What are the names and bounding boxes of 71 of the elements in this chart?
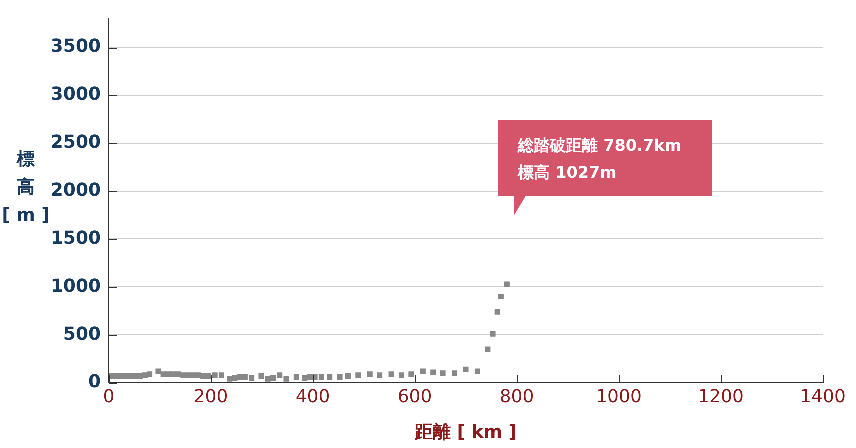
point <box>176 372 182 378</box>
point <box>265 376 271 382</box>
y-tick-label: 1000 <box>50 276 101 297</box>
y-axis-title: 標高 [ m ] <box>2 148 50 228</box>
point <box>490 331 496 337</box>
annotation: 標高 1027m <box>518 162 618 184</box>
point <box>463 366 469 372</box>
point <box>337 374 343 380</box>
point <box>137 374 143 380</box>
x-tick-label: 800 <box>500 386 534 408</box>
x-tick-label: 1200 <box>698 386 744 408</box>
point <box>284 376 290 382</box>
point <box>367 372 373 378</box>
y-tick-label: 1500 <box>50 228 101 249</box>
point <box>227 376 233 382</box>
y-tick-label: 0 <box>88 372 101 393</box>
point <box>277 372 283 378</box>
annotation: 総踏破距離 780.7km <box>518 135 682 157</box>
y-tick-label: 2000 <box>50 180 101 201</box>
point <box>485 346 491 352</box>
point <box>237 374 243 380</box>
point <box>132 374 138 380</box>
point <box>195 372 202 378</box>
point <box>180 372 186 378</box>
point <box>242 374 248 380</box>
point <box>218 372 224 378</box>
y-tick-label: 3500 <box>50 36 101 58</box>
point <box>440 370 446 376</box>
point <box>345 374 351 380</box>
point <box>494 309 500 315</box>
point <box>206 374 212 380</box>
point <box>170 372 176 378</box>
point <box>452 370 458 376</box>
point <box>212 372 218 378</box>
point <box>302 375 308 381</box>
x-tick-label: 600 <box>398 386 432 408</box>
y-tick-label: 500 <box>63 324 101 345</box>
point <box>474 368 480 374</box>
point <box>190 372 196 378</box>
x-tick-label: 1000 <box>596 386 642 408</box>
point <box>327 374 333 380</box>
y-tick-label: 2500 <box>50 132 101 154</box>
point <box>307 374 313 380</box>
point <box>127 374 133 380</box>
point <box>388 372 394 378</box>
point <box>498 294 504 300</box>
point <box>270 375 276 381</box>
point <box>258 374 264 380</box>
x-axis-title: 距離 [ km ] <box>414 422 517 443</box>
point <box>147 372 153 378</box>
point <box>408 372 414 378</box>
point <box>318 374 324 380</box>
point <box>377 372 383 378</box>
point <box>430 370 436 376</box>
point <box>156 368 162 374</box>
point <box>200 374 206 380</box>
point <box>232 375 238 381</box>
point <box>112 374 118 380</box>
point <box>249 375 255 381</box>
point <box>504 282 510 288</box>
y-tick-label: 3000 <box>50 84 101 106</box>
point <box>165 372 171 378</box>
x-tick-label: 400 <box>296 386 330 408</box>
point <box>294 374 300 380</box>
point <box>356 372 362 378</box>
x-tick-label: 0 <box>103 386 115 408</box>
x-tick-label: 200 <box>194 386 228 408</box>
point <box>398 372 405 378</box>
x-tick-label: 1400 <box>800 386 846 408</box>
point <box>185 372 191 378</box>
point <box>420 368 426 374</box>
